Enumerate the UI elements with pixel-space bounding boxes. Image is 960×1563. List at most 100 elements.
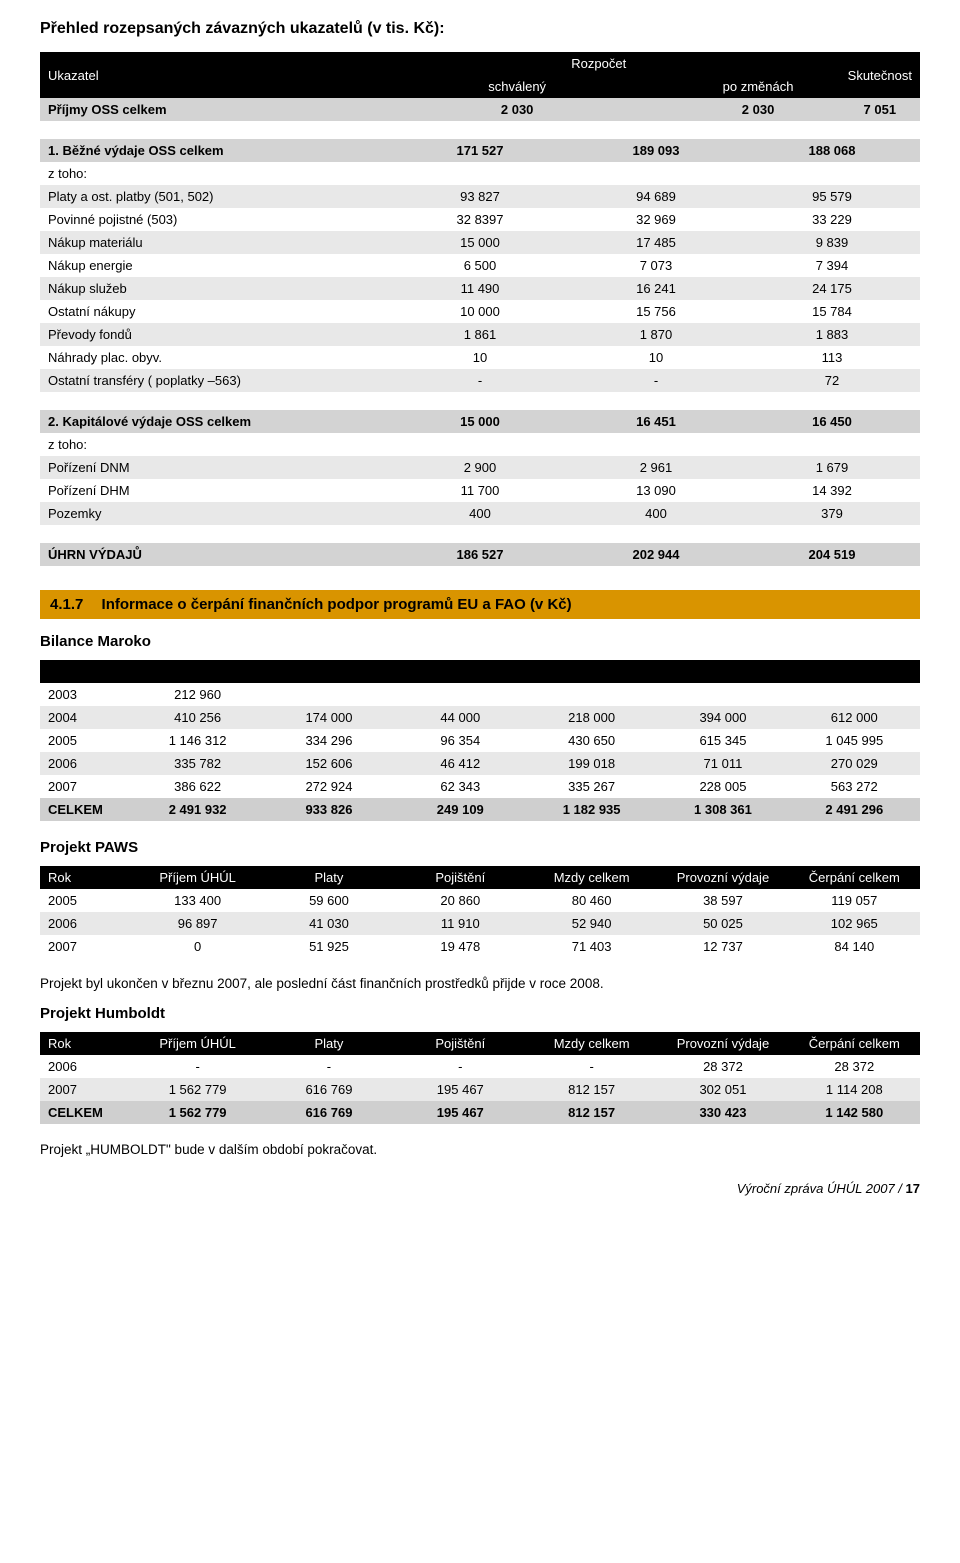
table-row: Nákup materiálu15 00017 4859 839 [40, 231, 920, 254]
header-row: Rok Příjem ÚHÚL Platy Pojištění Mzdy cel… [40, 866, 920, 889]
cell: 14 392 [744, 479, 920, 502]
cell: 11 910 [395, 912, 526, 935]
col-ukazatel: Ukazatel [40, 52, 358, 98]
cell: 80 460 [526, 889, 657, 912]
table-row: Pořízení DHM11 70013 09014 392 [40, 479, 920, 502]
cell: 2007 [40, 775, 132, 798]
cell: 615 345 [657, 729, 788, 752]
section-code: 4.1.7 [50, 596, 83, 613]
cell: Povinné pojistné (503) [40, 208, 392, 231]
cell: 10 000 [392, 300, 568, 323]
cell: 52 940 [526, 912, 657, 935]
cell: 195 467 [395, 1101, 526, 1124]
table-row: 2006335 782152 60646 412199 01871 011270… [40, 752, 920, 775]
table-row: Platy a ost. platby (501, 502)93 82794 6… [40, 185, 920, 208]
section-title: Informace o čerpání finančních podpor pr… [102, 596, 572, 613]
cell: Ostatní transféry ( poplatky –563) [40, 369, 392, 392]
table-row: Ostatní nákupy10 00015 75615 784 [40, 300, 920, 323]
cell: 102 965 [789, 912, 920, 935]
cell: 204 519 [744, 543, 920, 566]
table-humboldt: Rok Příjem ÚHÚL Platy Pojištění Mzdy cel… [40, 1032, 920, 1124]
cell: 186 527 [392, 543, 568, 566]
col: Příjem ÚHÚL [132, 866, 263, 889]
table-row: Pořízení DNM2 9002 9611 679 [40, 456, 920, 479]
cell: 59 600 [263, 889, 394, 912]
cell: Pořízení DHM [40, 479, 392, 502]
cell: 2005 [40, 889, 132, 912]
cell: 10 [392, 346, 568, 369]
header-row: Rok Příjem ÚHÚL Platy Pojištění Mzdy cel… [40, 1032, 920, 1055]
cell: 2003 [40, 683, 132, 706]
cell: 12 737 [657, 935, 788, 958]
cell: 1 870 [568, 323, 744, 346]
cell: 218 000 [526, 706, 657, 729]
cell: 334 296 [263, 729, 394, 752]
cell: 19 478 [395, 935, 526, 958]
table-row: 2005133 40059 60020 86080 46038 597119 0… [40, 889, 920, 912]
cell: 13 090 [568, 479, 744, 502]
cell: - [392, 369, 568, 392]
cell: 33 229 [744, 208, 920, 231]
cell: 50 025 [657, 912, 788, 935]
cell: 2 961 [568, 456, 744, 479]
cell: 1 308 361 [657, 798, 788, 821]
table-row: 2006----28 37228 372 [40, 1055, 920, 1078]
footer-text: Výroční zpráva ÚHÚL 2007 / [737, 1181, 906, 1196]
cell: 330 423 [657, 1101, 788, 1124]
cell: 6 500 [392, 254, 568, 277]
cell: Převody fondů [40, 323, 392, 346]
cell: 400 [568, 502, 744, 525]
cell: 62 343 [395, 775, 526, 798]
cell: 11 700 [392, 479, 568, 502]
cell: 212 960 [132, 683, 263, 706]
row-uhrn: ÚHRN VÝDAJŮ 186 527 202 944 204 519 [40, 543, 920, 566]
cell: CELKEM [40, 1101, 132, 1124]
cell: 51 925 [263, 935, 394, 958]
cell: 386 622 [132, 775, 263, 798]
cell: 2005 [40, 729, 132, 752]
table-row: 20071 562 779616 769195 467812 157302 05… [40, 1078, 920, 1101]
cell: 2 491 932 [132, 798, 263, 821]
cell: 28 372 [789, 1055, 920, 1078]
cell: 15 000 [392, 231, 568, 254]
col-pozmenach: po změnách [677, 75, 840, 98]
col: Mzdy celkem [526, 1032, 657, 1055]
col: Provozní výdaje [657, 866, 788, 889]
cell: - [395, 1055, 526, 1078]
cell: Nákup materiálu [40, 231, 392, 254]
table-bezne: 1. Běžné výdaje OSS celkem 171 527 189 0… [40, 139, 920, 392]
cell: 7 394 [744, 254, 920, 277]
page-footer: Výroční zpráva ÚHÚL 2007 / 17 [40, 1181, 920, 1196]
cell: 1 562 779 [132, 1101, 263, 1124]
row-sum: CELKEM 2 491 932 933 826 249 109 1 182 9… [40, 798, 920, 821]
cell: 270 029 [789, 752, 920, 775]
cell: 152 606 [263, 752, 394, 775]
table-row: 2007386 622272 92462 343335 267228 00556… [40, 775, 920, 798]
cell: 20 860 [395, 889, 526, 912]
col: Čerpání celkem [789, 1032, 920, 1055]
table-row: 20051 146 312334 29696 354430 650615 345… [40, 729, 920, 752]
cell: 17 485 [568, 231, 744, 254]
cell: 16 450 [744, 410, 920, 433]
cell: 28 372 [657, 1055, 788, 1078]
cell: 9 839 [744, 231, 920, 254]
cell: - [263, 1055, 394, 1078]
cell: 249 109 [395, 798, 526, 821]
col: Pojištění [395, 1032, 526, 1055]
cell: 72 [744, 369, 920, 392]
cell: 133 400 [132, 889, 263, 912]
table-row: Nákup energie6 5007 0737 394 [40, 254, 920, 277]
col-skutecnost: Skutečnost [840, 52, 920, 98]
cell: 1 146 312 [132, 729, 263, 752]
cell: 612 000 [789, 706, 920, 729]
cell: - [526, 1055, 657, 1078]
cell: - [568, 369, 744, 392]
row-sum: CELKEM 1 562 779 616 769 195 467 812 157… [40, 1101, 920, 1124]
cell: 616 769 [263, 1078, 394, 1101]
cell: 1 182 935 [526, 798, 657, 821]
humboldt-title: Projekt Humboldt [40, 1005, 920, 1022]
row-bezne: 1. Běžné výdaje OSS celkem 171 527 189 0… [40, 139, 920, 162]
cell: Platy a ost. platby (501, 502) [40, 185, 392, 208]
col: Platy [263, 1032, 394, 1055]
cell: 32 8397 [392, 208, 568, 231]
